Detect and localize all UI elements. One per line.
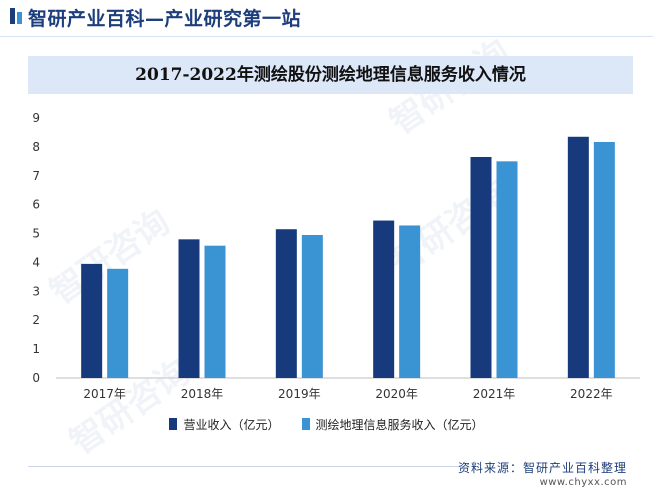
source-note: 资料来源：智研产业百科整理 bbox=[457, 461, 627, 475]
chart-title-box: 2017-2022年测绘股份测绘地理信息服务收入情况 bbox=[28, 56, 633, 94]
legend-item-revenue: 营业收入（亿元） bbox=[169, 416, 280, 433]
footer-divider bbox=[28, 466, 458, 467]
y-tick-label: 2 bbox=[32, 313, 40, 327]
legend-swatch-survey-revenue bbox=[301, 418, 310, 430]
y-tick-label: 6 bbox=[32, 198, 40, 212]
y-tick-label: 7 bbox=[32, 169, 40, 183]
y-tick-label: 4 bbox=[32, 255, 40, 269]
header-title: 智研产业百科—产业研究第一站 bbox=[28, 8, 302, 30]
chart-title: 2017-2022年测绘股份测绘地理信息服务收入情况 bbox=[135, 65, 526, 85]
bar-revenue bbox=[178, 239, 200, 378]
y-tick-label: 0 bbox=[32, 371, 40, 385]
legend-label-survey-revenue: 测绘地理信息服务收入（亿元） bbox=[315, 417, 484, 432]
bar-chart: 0 1 2 3 4 5 6 7 8 9 2017年 2018年 2019年 2020年 2021年 2022年 bbox=[32, 111, 640, 401]
x-tick-label: 2020年 bbox=[375, 387, 418, 401]
x-tick-label: 2019年 bbox=[278, 387, 321, 401]
x-tick-label: 2017年 bbox=[83, 387, 126, 401]
y-tick-label: 1 bbox=[32, 342, 40, 356]
bar-survey-revenue bbox=[204, 245, 226, 378]
bar-survey-revenue bbox=[593, 141, 615, 378]
bar-revenue bbox=[470, 157, 492, 378]
bar-revenue bbox=[275, 229, 297, 378]
bar-revenue bbox=[567, 136, 589, 378]
bar-survey-revenue bbox=[107, 268, 129, 378]
source-url: www.chyxx.com bbox=[539, 477, 627, 488]
header-divider bbox=[0, 36, 653, 37]
bar-revenue bbox=[373, 220, 395, 378]
y-tick-label: 3 bbox=[32, 284, 40, 298]
legend-swatch-revenue bbox=[169, 418, 178, 430]
bar-survey-revenue bbox=[496, 161, 518, 378]
x-tick-label: 2018年 bbox=[181, 387, 224, 401]
legend-item-survey-revenue: 测绘地理信息服务收入（亿元） bbox=[301, 416, 484, 433]
y-tick-label: 9 bbox=[32, 111, 40, 125]
bar-revenue bbox=[81, 263, 103, 378]
legend: 营业收入（亿元） 测绘地理信息服务收入（亿元） bbox=[0, 414, 653, 434]
y-tick-label: 5 bbox=[32, 227, 40, 241]
x-tick-label: 2021年 bbox=[473, 387, 516, 401]
y-tick-label: 8 bbox=[32, 140, 40, 154]
legend-label-revenue: 营业收入（亿元） bbox=[183, 417, 280, 432]
logo-mark-icon bbox=[10, 8, 22, 24]
bar-survey-revenue bbox=[399, 225, 421, 378]
header: 智研产业百科—产业研究第一站 bbox=[0, 0, 653, 36]
x-tick-label: 2022年 bbox=[570, 387, 613, 401]
bar-survey-revenue bbox=[301, 235, 323, 378]
